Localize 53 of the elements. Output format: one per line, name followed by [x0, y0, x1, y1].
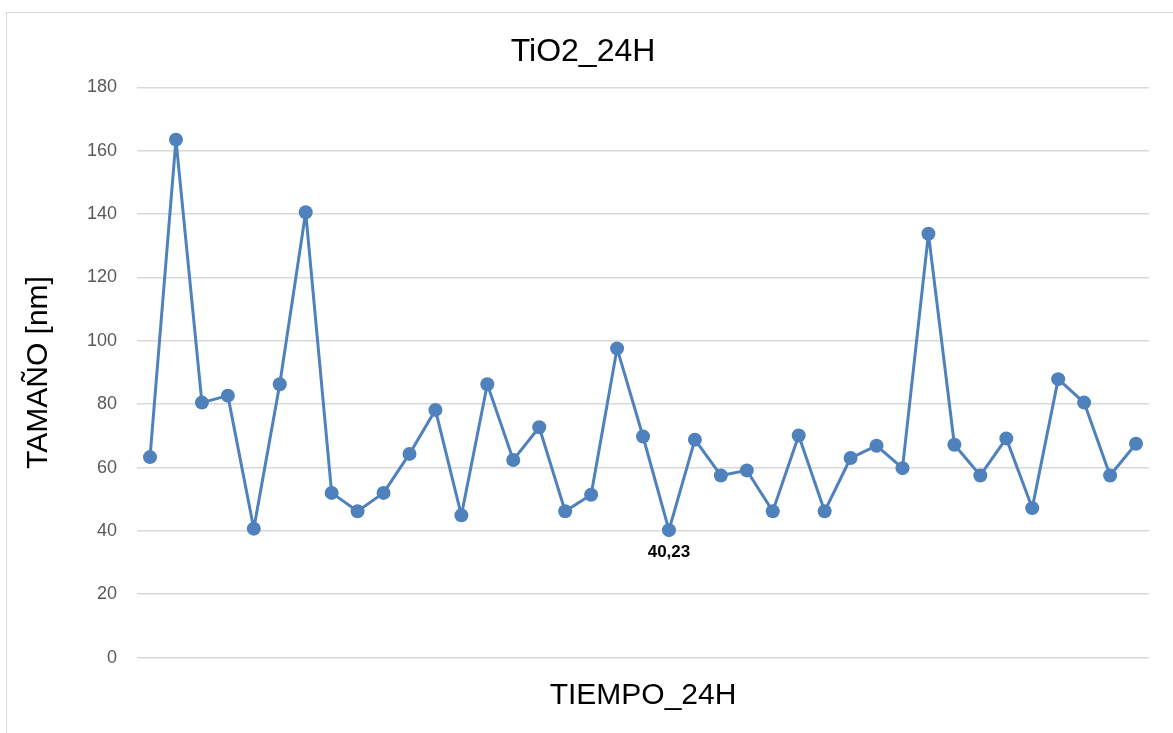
point	[1051, 372, 1066, 387]
point	[636, 429, 651, 444]
point	[999, 431, 1014, 446]
y-tick-label: 0	[107, 646, 118, 667]
point	[428, 402, 443, 417]
point	[220, 388, 235, 403]
point	[661, 523, 676, 538]
y-tick-label: 60	[97, 456, 118, 477]
point	[506, 452, 521, 467]
y-tick-label: 80	[97, 393, 118, 414]
chart-title: TiO2_24H	[510, 32, 656, 69]
x-axis-title: TIEMPO_24H	[549, 677, 737, 711]
point	[532, 420, 547, 435]
point	[584, 487, 599, 502]
point	[558, 504, 573, 519]
y-tick-label: 120	[86, 266, 118, 287]
y-tick-label: 180	[86, 76, 118, 97]
point	[168, 132, 183, 147]
point	[610, 341, 625, 356]
point	[947, 437, 962, 452]
point	[765, 504, 780, 519]
point	[350, 504, 365, 519]
point	[298, 205, 313, 220]
point	[869, 438, 884, 453]
point	[272, 377, 287, 392]
data-label: 40,23	[647, 542, 691, 562]
point	[480, 377, 495, 392]
point	[843, 451, 858, 466]
point	[713, 468, 728, 483]
y-axis-title: TAMAÑO [nm]	[20, 276, 54, 469]
y-tick-label: 160	[86, 139, 118, 160]
point	[143, 450, 158, 465]
point	[1103, 468, 1118, 483]
point	[194, 395, 209, 410]
point	[817, 504, 832, 519]
point	[739, 463, 754, 478]
point	[895, 461, 910, 476]
point	[973, 468, 988, 483]
point	[687, 432, 702, 447]
y-tick-label: 100	[86, 329, 118, 350]
y-tick-label: 40	[97, 519, 118, 540]
point	[921, 226, 936, 241]
point	[1129, 436, 1144, 451]
point	[376, 485, 391, 500]
point	[1077, 395, 1092, 410]
point	[402, 446, 417, 461]
point	[791, 428, 806, 443]
y-tick-label: 20	[97, 583, 118, 604]
y-tick-label: 140	[86, 203, 118, 224]
point	[246, 521, 261, 536]
point	[1025, 501, 1040, 516]
point	[454, 508, 469, 523]
point	[324, 485, 339, 500]
